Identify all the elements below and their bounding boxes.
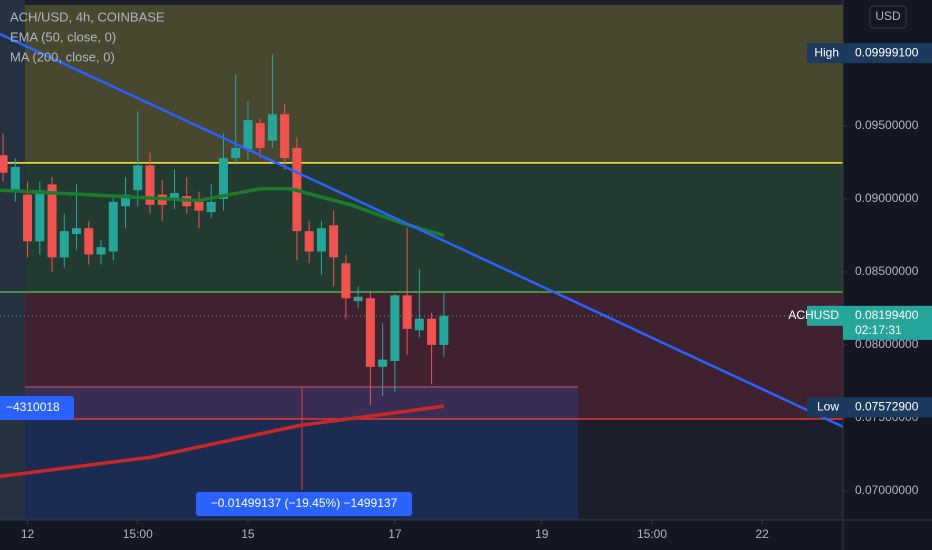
candle-body bbox=[402, 295, 412, 329]
plot-bg bbox=[0, 0, 843, 520]
y-tick-label: 0.09000000 bbox=[855, 191, 919, 205]
marker-value-bg bbox=[843, 43, 932, 64]
currency[interactable]: USD bbox=[875, 9, 901, 23]
candle-body bbox=[341, 263, 351, 299]
marker-value: 0.09999100 bbox=[855, 45, 919, 59]
y-tick-label: 0.07000000 bbox=[855, 483, 919, 497]
candle-body bbox=[218, 158, 228, 199]
candle-body bbox=[206, 201, 216, 213]
candle-body bbox=[133, 165, 143, 191]
candle-body bbox=[365, 298, 375, 367]
candle-body bbox=[72, 228, 82, 235]
candle-body bbox=[267, 114, 277, 141]
y-tick-label: 0.08000000 bbox=[855, 337, 919, 351]
candle-body bbox=[0, 155, 8, 173]
measure-label-bg bbox=[196, 492, 412, 516]
x-tick-label: 19 bbox=[535, 527, 549, 541]
x-tick-label: 12 bbox=[21, 527, 35, 541]
candle-body bbox=[194, 201, 204, 211]
x-tick-label: 15:00 bbox=[637, 527, 667, 541]
marker-name-bg bbox=[807, 397, 843, 418]
candle-body bbox=[255, 123, 265, 148]
zone bbox=[25, 4, 843, 163]
marker-value-bg bbox=[843, 305, 932, 340]
candle-body bbox=[329, 225, 339, 258]
candle-body bbox=[10, 166, 20, 192]
indicator-label: MA (200, close, 0) bbox=[10, 49, 115, 64]
candle-body bbox=[390, 295, 400, 362]
candle-body bbox=[243, 120, 253, 150]
candle-body bbox=[169, 193, 179, 199]
candle-body bbox=[145, 165, 155, 205]
measure-left-bg bbox=[0, 396, 74, 420]
candle-body bbox=[23, 194, 33, 242]
measure-left-label: −4310018 bbox=[6, 400, 60, 414]
zone bbox=[25, 162, 843, 292]
candle-body bbox=[47, 184, 57, 258]
marker-name: ACHUSD bbox=[788, 308, 839, 322]
countdown: 02:17:31 bbox=[855, 323, 902, 337]
marker-name: High bbox=[814, 45, 839, 59]
candle-body bbox=[439, 315, 449, 345]
zone bbox=[25, 291, 843, 419]
indicator-line bbox=[0, 187, 445, 238]
candle-body bbox=[304, 231, 314, 252]
candle-body bbox=[427, 318, 437, 345]
candle-body bbox=[108, 201, 118, 252]
candle-body bbox=[121, 194, 131, 207]
left-shade bbox=[0, 0, 25, 520]
candle-body bbox=[316, 228, 326, 252]
chart-title: ACH/USD, 4h, COINBASE bbox=[10, 9, 165, 24]
candle-body bbox=[35, 190, 45, 242]
candle-body bbox=[414, 318, 424, 331]
marker-name: Low bbox=[817, 399, 839, 413]
indicator-line bbox=[0, 32, 844, 428]
currency-box[interactable] bbox=[869, 5, 907, 29]
indicator-label: EMA (50, close, 0) bbox=[10, 29, 116, 44]
candle-body bbox=[96, 247, 106, 255]
marker-value: 0.08199400 bbox=[855, 308, 919, 322]
y-tick-label: 0.08500000 bbox=[855, 264, 919, 278]
y-tick-label: 0.09500000 bbox=[855, 118, 919, 132]
x-tick-label: 15:00 bbox=[123, 527, 153, 541]
candle-body bbox=[84, 228, 94, 255]
candle-body bbox=[231, 147, 241, 159]
marker-name-bg bbox=[807, 43, 843, 64]
marker-value: 0.07572900 bbox=[855, 399, 919, 413]
candle-body bbox=[59, 231, 69, 258]
candle-body bbox=[280, 114, 290, 159]
x-tick-label: 22 bbox=[756, 527, 770, 541]
candle-body bbox=[353, 296, 363, 302]
measure-label: −0.01499137 (−19.45%) −1499137 bbox=[211, 496, 398, 510]
marker-value-bg bbox=[843, 397, 932, 418]
marker-name-bg bbox=[807, 305, 843, 326]
candle-body bbox=[378, 359, 388, 367]
x-tick-label: 17 bbox=[388, 527, 402, 541]
x-tick-label: 15 bbox=[241, 527, 255, 541]
indicator-line bbox=[0, 404, 445, 479]
